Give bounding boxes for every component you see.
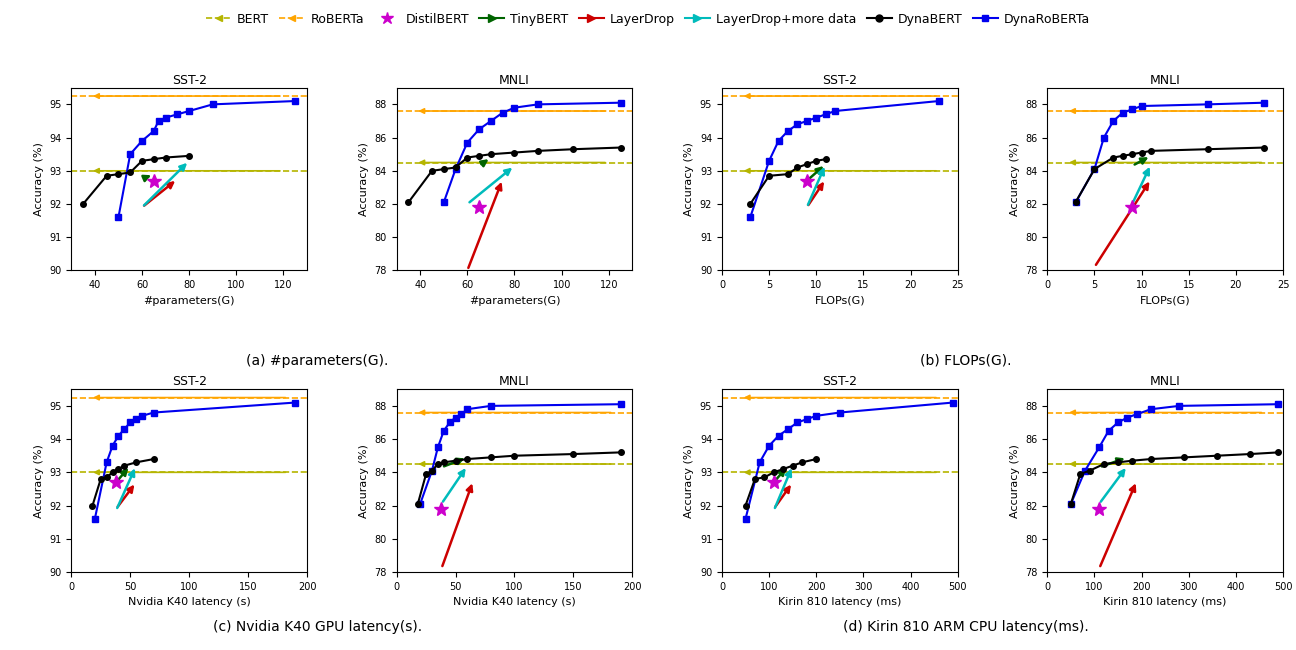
X-axis label: FLOPs(G): FLOPs(G) [1140,296,1191,306]
X-axis label: #parameters(G): #parameters(G) [469,296,560,306]
X-axis label: #parameters(G): #parameters(G) [144,296,235,306]
Title: MNLI: MNLI [499,375,530,388]
X-axis label: Nvidia K40 latency (s): Nvidia K40 latency (s) [128,597,250,607]
Title: MNLI: MNLI [1150,73,1181,86]
Title: SST-2: SST-2 [171,375,206,388]
Text: (a) #parameters(G).: (a) #parameters(G). [246,354,389,368]
Y-axis label: Accuracy (%): Accuracy (%) [34,142,44,216]
Text: (d) Kirin 810 ARM CPU latency(ms).: (d) Kirin 810 ARM CPU latency(ms). [842,620,1089,634]
Y-axis label: Accuracy (%): Accuracy (%) [359,444,369,517]
Y-axis label: Accuracy (%): Accuracy (%) [1010,142,1020,216]
Y-axis label: Accuracy (%): Accuracy (%) [34,444,44,517]
Y-axis label: Accuracy (%): Accuracy (%) [684,444,695,517]
Y-axis label: Accuracy (%): Accuracy (%) [1010,444,1020,517]
X-axis label: Kirin 810 latency (ms): Kirin 810 latency (ms) [778,597,902,607]
Y-axis label: Accuracy (%): Accuracy (%) [359,142,369,216]
Title: MNLI: MNLI [499,73,530,86]
X-axis label: Kirin 810 latency (ms): Kirin 810 latency (ms) [1103,597,1227,607]
X-axis label: Nvidia K40 latency (s): Nvidia K40 latency (s) [454,597,575,607]
Legend: BERT, RoBERTa, DistilBERT, TinyBERT, LayerDrop, LayerDrop+more data, DynaBERT, D: BERT, RoBERTa, DistilBERT, TinyBERT, Lay… [201,8,1095,31]
X-axis label: FLOPs(G): FLOPs(G) [814,296,866,306]
Text: (c) Nvidia K40 GPU latency(s).: (c) Nvidia K40 GPU latency(s). [213,620,422,634]
Title: SST-2: SST-2 [823,73,858,86]
Text: (b) FLOPs(G).: (b) FLOPs(G). [920,354,1011,368]
Title: SST-2: SST-2 [171,73,206,86]
Title: MNLI: MNLI [1150,375,1181,388]
Y-axis label: Accuracy (%): Accuracy (%) [684,142,695,216]
Title: SST-2: SST-2 [823,375,858,388]
